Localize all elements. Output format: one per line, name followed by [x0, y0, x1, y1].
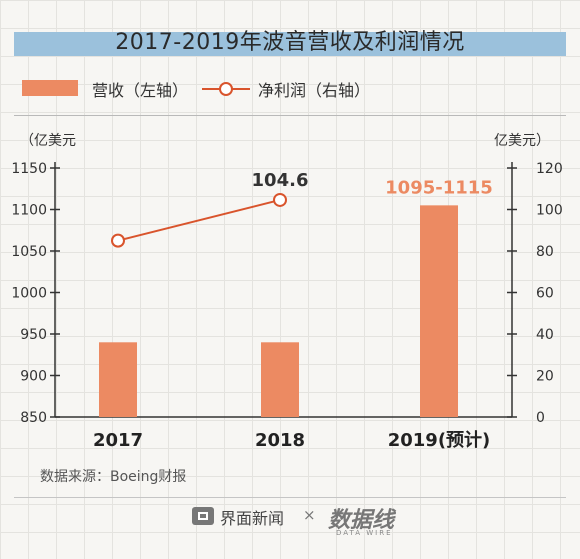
right-axis-tick-label: 20 — [536, 369, 554, 385]
chart-title: 2017-2019年波音营收及利润情况 — [115, 30, 465, 55]
right-axis-tick-label: 40 — [536, 327, 554, 343]
revenue-bar — [261, 342, 299, 417]
title-bar — [14, 32, 566, 56]
partner-logo: 数据线 — [328, 507, 395, 533]
legend-revenue-swatch — [22, 80, 78, 96]
left-axis-tick-label: 1100 — [11, 203, 47, 219]
brand-separator: × — [303, 506, 316, 524]
legend-profit-marker — [219, 82, 233, 96]
x-axis-tick-label: 2018 — [255, 430, 305, 451]
x-axis-tick-label: 2017 — [93, 430, 143, 451]
profit-data-label: 104.6 — [252, 170, 309, 191]
legend-revenue-label: 营收（左轴） — [92, 81, 189, 100]
right-axis-tick-label: 80 — [536, 244, 554, 260]
header-divider — [14, 115, 566, 116]
profit-point — [273, 192, 287, 207]
legend-profit-label: 净利润（右轴） — [258, 81, 371, 100]
right-axis-tick-label: 60 — [536, 286, 554, 302]
left-axis-tick-label: 950 — [20, 327, 47, 343]
footer-divider — [14, 497, 566, 498]
partner-logo-subtitle: DATA WIRE — [336, 529, 393, 537]
brand-name: 界面新闻 — [220, 509, 285, 528]
left-axis-tick-label: 900 — [20, 369, 47, 385]
left-axis-tick-label: 850 — [20, 410, 47, 426]
left-axis-unit: （亿美元 — [20, 133, 76, 149]
revenue-data-label: 1095-1115 — [385, 177, 493, 198]
legend: 营收（左轴） 净利润（右轴） — [0, 77, 580, 101]
revenue-bar — [420, 205, 458, 417]
profit-point — [111, 233, 125, 248]
left-axis-tick-label: 1150 — [11, 161, 47, 177]
left-axis-tick-label: 1000 — [11, 286, 47, 302]
chart: 850 900 950 1000 1050 1100 1150 0 20 40 60 80 100 120… — [11, 161, 563, 451]
right-axis-tick-label: 100 — [536, 203, 563, 219]
profit-line — [117, 198, 281, 242]
source-note: 数据来源：Boeing财报 — [40, 469, 187, 485]
left-axis-tick-label: 1050 — [11, 244, 47, 260]
brand-logo-icon — [192, 507, 214, 525]
right-axis-tick-label: 120 — [536, 161, 563, 177]
revenue-bar — [99, 342, 137, 417]
right-axis-tick-label: 0 — [536, 410, 545, 426]
right-axis-unit: 亿美元） — [494, 133, 550, 149]
x-axis-tick-label: 2019(预计) — [388, 429, 491, 451]
